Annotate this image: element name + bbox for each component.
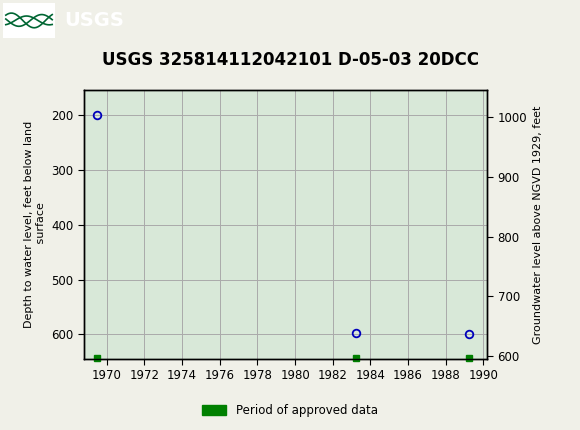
Y-axis label: Groundwater level above NGVD 1929, feet: Groundwater level above NGVD 1929, feet bbox=[533, 105, 543, 344]
FancyBboxPatch shape bbox=[3, 3, 55, 37]
Text: USGS: USGS bbox=[64, 11, 124, 30]
Text: USGS 325814112042101 D-05-03 20DCC: USGS 325814112042101 D-05-03 20DCC bbox=[102, 51, 478, 69]
Y-axis label: Depth to water level, feet below land
 surface: Depth to water level, feet below land su… bbox=[24, 121, 46, 328]
Legend: Period of approved data: Period of approved data bbox=[198, 399, 382, 422]
